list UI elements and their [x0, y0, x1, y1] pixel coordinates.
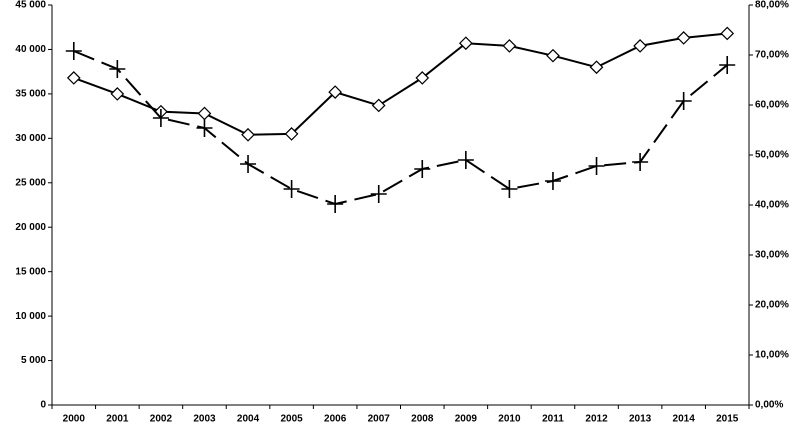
x-tick-label: 2011	[542, 414, 564, 425]
y-tick-label: 45 000	[15, 0, 46, 11]
y2-tick-label: 40,00%	[755, 200, 789, 211]
y-tick-label: 15 000	[15, 266, 46, 277]
y-tick-label: 20 000	[15, 222, 46, 233]
x-tick-label: 2008	[411, 414, 434, 425]
diamond-marker	[458, 36, 473, 51]
diamond-marker	[546, 48, 560, 63]
cross-marker	[632, 153, 649, 171]
x-tick-label: 2002	[150, 414, 173, 425]
diamond-marker	[502, 39, 517, 53]
diamond-marker	[284, 127, 299, 141]
x-tick-label: 2009	[455, 414, 478, 425]
y2-tick-label: 70,00%	[755, 50, 789, 61]
diamond-marker	[371, 98, 386, 113]
diamond-marker	[589, 60, 604, 75]
x-tick-label: 2013	[629, 414, 652, 425]
y2-tick-label: 10,00%	[755, 350, 789, 361]
cross-marker	[675, 92, 692, 110]
y-tick-label: 40 000	[15, 44, 46, 55]
x-tick-label: 2001	[106, 414, 129, 425]
cross-marker	[109, 60, 126, 78]
cross-marker	[588, 157, 605, 175]
cross-marker	[501, 180, 518, 198]
cross-marker	[457, 151, 474, 169]
cross-marker	[327, 195, 344, 213]
x-tick-label: 2015	[716, 414, 739, 425]
diamond-marker	[241, 127, 255, 142]
cross-marker	[544, 172, 561, 190]
cross-marker	[152, 109, 169, 127]
cross-marker	[196, 119, 213, 137]
series-line	[73, 32, 728, 136]
x-tick-label: 2007	[368, 414, 391, 425]
y-tick-label: 0	[40, 400, 46, 411]
y2-tick-label: 20,00%	[755, 300, 789, 311]
cross-marker	[370, 185, 387, 203]
x-tick-label: 2012	[585, 414, 608, 425]
series-line	[73, 50, 728, 206]
cross-marker	[719, 56, 736, 74]
diamond-marker	[633, 39, 647, 53]
x-tick-label: 2004	[237, 414, 260, 425]
y2-tick-label: 50,00%	[755, 150, 789, 161]
x-tick-label: 2010	[498, 414, 521, 425]
y-tick-label: 10 000	[15, 311, 46, 322]
diamond-marker	[415, 71, 430, 85]
x-tick-label: 2005	[280, 414, 303, 425]
cross-marker	[283, 180, 300, 198]
cross-marker	[414, 160, 431, 178]
diamond-marker	[328, 85, 343, 99]
diamond-marker	[197, 106, 212, 121]
x-tick-label: 2006	[324, 414, 347, 425]
diamond-marker	[720, 26, 735, 41]
diamond-marker	[110, 87, 125, 101]
y-tick-label: 35 000	[15, 89, 46, 100]
x-tick-label: 2003	[193, 414, 216, 425]
x-tick-label: 2000	[63, 414, 86, 425]
x-tick-label: 2014	[673, 414, 696, 425]
cross-marker	[240, 155, 257, 173]
y-tick-label: 25 000	[15, 177, 46, 188]
y-tick-label: 5 000	[21, 355, 46, 366]
y-tick-label: 30 000	[15, 133, 46, 144]
diamond-marker	[676, 31, 691, 45]
diamond-marker	[66, 71, 81, 85]
y2-tick-label: 30,00%	[755, 250, 789, 261]
y2-tick-label: 80,00%	[755, 0, 789, 11]
y2-tick-label: 60,00%	[755, 100, 789, 111]
cross-marker	[65, 42, 82, 60]
y2-tick-label: 0,00%	[755, 400, 783, 411]
